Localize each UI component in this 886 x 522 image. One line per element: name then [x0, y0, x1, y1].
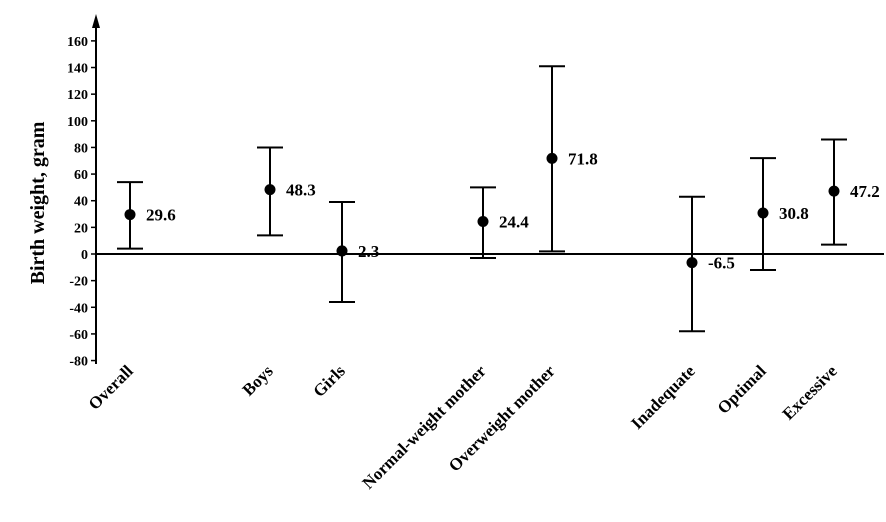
- y-tick-label: 40: [74, 195, 88, 210]
- y-ticks: 160 140 120 100 80 60 40 20 0 -20 -40 -60 -80: [67, 35, 96, 370]
- data-point: [828, 185, 840, 197]
- data-label: 24.4: [499, 212, 529, 231]
- data-point: [336, 245, 348, 257]
- y-tick-label: 20: [74, 221, 88, 236]
- category-label: Inadequate: [627, 361, 699, 433]
- chart-marks: 29.6 48.3 2.3 24.4 71.8 -6.5 30.8 47.2: [117, 65, 880, 333]
- data-point: [686, 257, 698, 269]
- error-bar-group: 71.8: [539, 65, 598, 253]
- data-label: 2.3: [358, 242, 379, 261]
- y-tick-label: 140: [67, 62, 88, 77]
- y-tick-label: 100: [67, 115, 88, 130]
- y-tick-label: 0: [81, 248, 88, 263]
- data-label: -6.5: [708, 254, 735, 273]
- category-label: Boys: [239, 361, 277, 399]
- y-tick-label: 60: [74, 168, 88, 183]
- y-tick-label: -60: [69, 328, 88, 343]
- category-label: Excessive: [779, 361, 841, 423]
- category-label: Optimal: [714, 361, 770, 417]
- data-label: 48.3: [286, 181, 316, 200]
- data-point: [757, 207, 769, 219]
- data-label: 30.8: [779, 204, 809, 223]
- error-bar-group: -6.5: [679, 195, 735, 333]
- error-bar-group: 2.3: [329, 201, 379, 303]
- data-label: 29.6: [146, 206, 176, 225]
- y-axis-arrow: [92, 14, 100, 28]
- y-tick-label: -80: [69, 355, 88, 370]
- error-bar-group: 30.8: [750, 157, 809, 271]
- data-label: 47.2: [850, 182, 880, 201]
- y-axis-title: Birth weight, gram: [27, 121, 49, 284]
- y-tick-label: 120: [67, 88, 88, 103]
- category-label: Normal-weight mother: [359, 361, 491, 493]
- category-label: Overall: [85, 361, 137, 413]
- category-label: Girls: [309, 361, 349, 401]
- error-bar-group: 24.4: [470, 186, 529, 259]
- y-tick-label: 80: [74, 141, 88, 156]
- y-tick-label: -20: [69, 275, 88, 290]
- error-bar-group: 47.2: [821, 138, 880, 246]
- data-point: [124, 209, 136, 221]
- error-bar-group: 48.3: [257, 146, 316, 237]
- y-tick-label: -40: [69, 301, 88, 316]
- error-bar-group: 29.6: [117, 181, 176, 250]
- data-point: [264, 184, 276, 196]
- data-point: [546, 152, 558, 164]
- data-label: 71.8: [568, 149, 598, 168]
- category-labels: Overall Boys Girls Normal-weight motherOver…: [85, 361, 841, 493]
- axes: [92, 14, 884, 364]
- data-point: [477, 215, 489, 227]
- y-tick-label: 160: [67, 35, 88, 50]
